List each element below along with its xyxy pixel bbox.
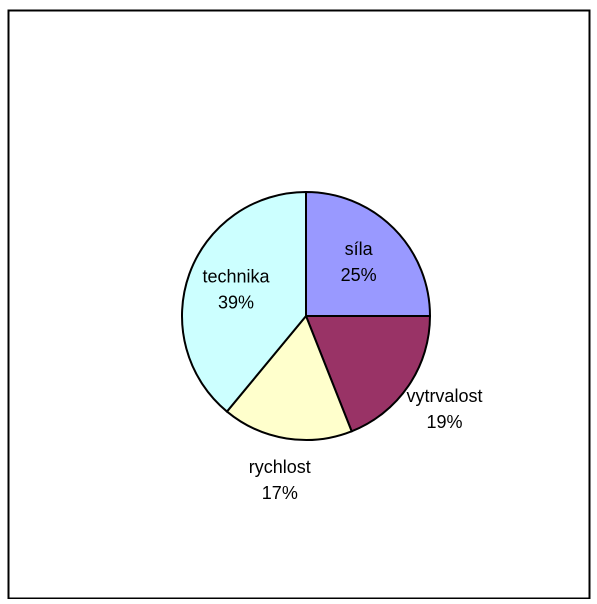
slice-value-label: 19%: [426, 412, 462, 432]
slice-label: technika: [202, 267, 270, 287]
pie-slice: [304, 315, 432, 433]
slice-label: rychlost: [249, 457, 311, 477]
pie-slice: [225, 314, 353, 441]
slice-label: vytrvalost: [406, 386, 482, 406]
slice-value-label: 39%: [218, 293, 254, 313]
pie-slice: [305, 190, 432, 317]
slice-value-label: 25%: [341, 265, 377, 285]
slice-value-label: 17%: [262, 483, 298, 503]
slice-label: síla: [345, 239, 374, 259]
pie-slice: [181, 190, 307, 413]
